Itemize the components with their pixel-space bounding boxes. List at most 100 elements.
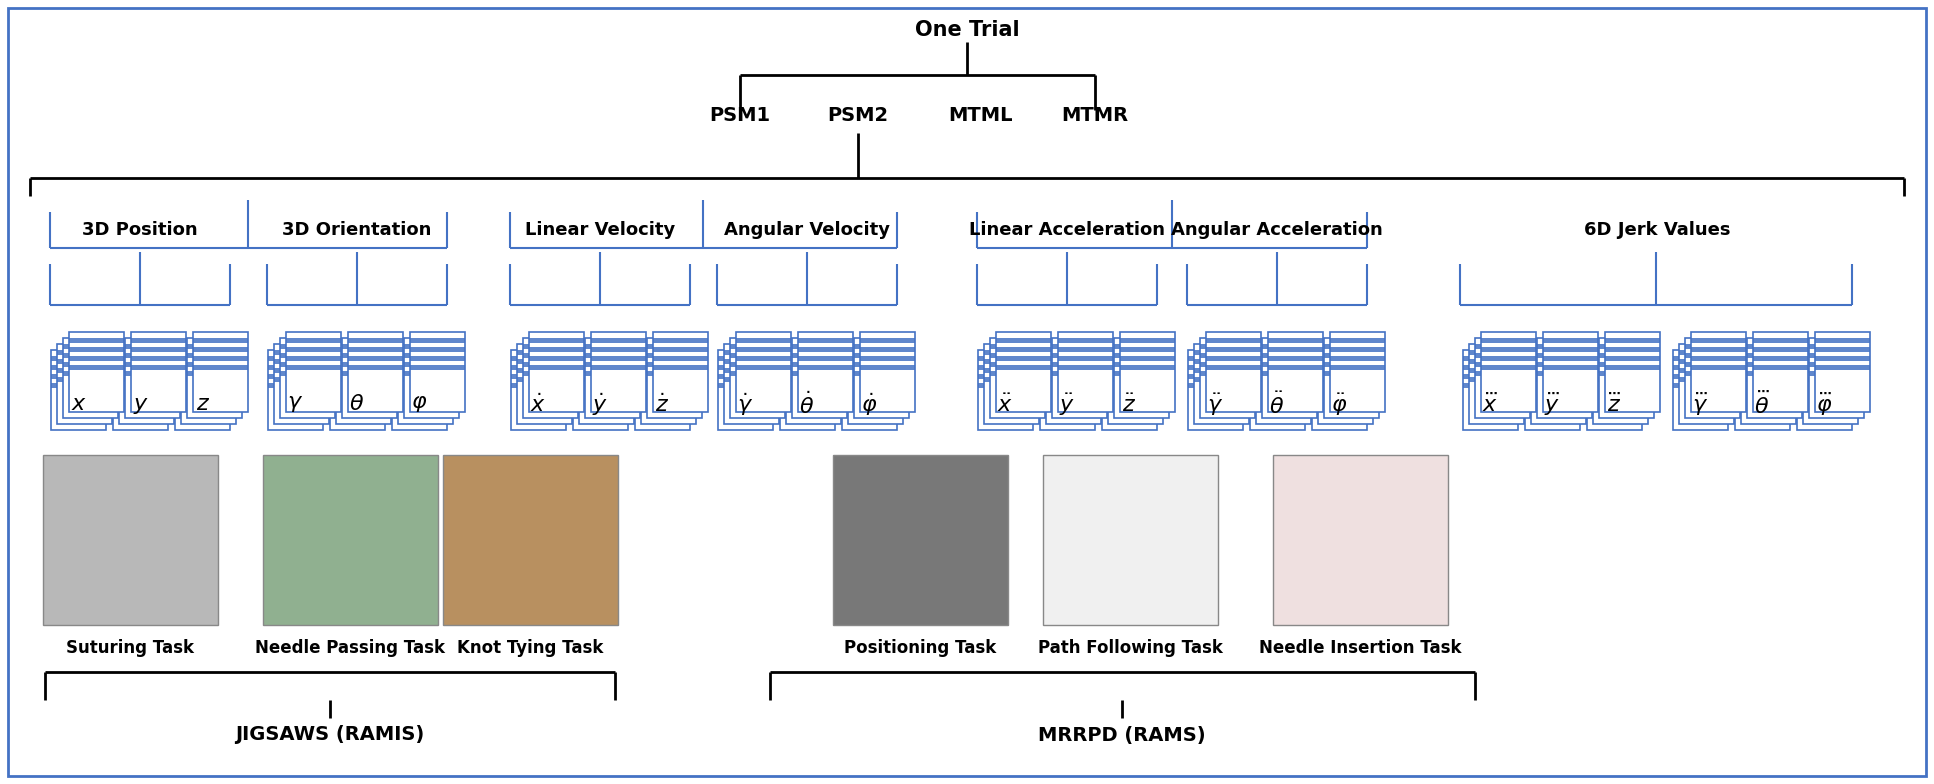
Bar bbox=[174, 350, 230, 430]
Bar bbox=[180, 368, 236, 373]
Bar bbox=[646, 353, 702, 358]
Bar bbox=[834, 455, 1008, 625]
Bar bbox=[342, 362, 396, 367]
Text: PSM2: PSM2 bbox=[828, 106, 888, 125]
Bar bbox=[984, 359, 1039, 364]
Bar bbox=[1808, 371, 1864, 376]
Bar bbox=[1524, 374, 1580, 379]
Text: 6D Jerk Values: 6D Jerk Values bbox=[1584, 221, 1731, 239]
Bar bbox=[404, 338, 458, 418]
Text: $\dot{y}$: $\dot{y}$ bbox=[592, 391, 607, 418]
Bar bbox=[124, 353, 180, 358]
Bar bbox=[443, 455, 619, 625]
Bar bbox=[280, 362, 335, 367]
Bar bbox=[335, 350, 391, 355]
Bar bbox=[1690, 365, 1746, 370]
Bar bbox=[391, 356, 447, 361]
Bar bbox=[1261, 353, 1317, 358]
Bar bbox=[578, 350, 634, 355]
Bar bbox=[735, 365, 791, 370]
Bar bbox=[1814, 338, 1870, 343]
Bar bbox=[1599, 362, 1654, 367]
Bar bbox=[286, 332, 340, 412]
Bar bbox=[1735, 374, 1789, 379]
Bar bbox=[723, 377, 779, 382]
Bar bbox=[735, 347, 791, 352]
Bar bbox=[329, 365, 385, 370]
Bar bbox=[1046, 344, 1100, 424]
Bar bbox=[1802, 344, 1857, 424]
Bar bbox=[1329, 356, 1385, 361]
Text: $\dot{\theta}$: $\dot{\theta}$ bbox=[799, 391, 814, 418]
Bar bbox=[640, 359, 696, 364]
Bar bbox=[1120, 365, 1174, 370]
Bar bbox=[1605, 356, 1659, 361]
Bar bbox=[50, 356, 106, 361]
Bar bbox=[735, 356, 791, 361]
Bar bbox=[410, 365, 464, 370]
Bar bbox=[718, 356, 772, 361]
Bar bbox=[56, 344, 112, 424]
Text: Needle Insertion Task: Needle Insertion Task bbox=[1259, 639, 1462, 657]
Bar bbox=[652, 347, 708, 352]
Text: $\dddot{y}$: $\dddot{y}$ bbox=[1543, 390, 1561, 418]
Bar bbox=[1536, 362, 1592, 367]
Bar bbox=[1685, 338, 1739, 418]
Bar bbox=[1474, 362, 1530, 367]
Bar bbox=[1311, 374, 1367, 379]
Bar bbox=[1329, 347, 1385, 352]
Bar bbox=[50, 350, 106, 430]
Bar bbox=[273, 350, 329, 355]
Bar bbox=[1205, 365, 1261, 370]
Bar bbox=[1187, 374, 1242, 379]
Bar bbox=[1267, 338, 1323, 343]
Bar bbox=[280, 353, 335, 358]
Bar bbox=[1814, 347, 1870, 352]
Bar bbox=[1267, 365, 1323, 370]
Bar bbox=[1690, 332, 1746, 412]
Bar bbox=[1685, 362, 1739, 367]
Bar bbox=[996, 332, 1050, 412]
Bar bbox=[640, 344, 696, 424]
Bar bbox=[1267, 356, 1323, 361]
Text: $\dddot{x}$: $\dddot{x}$ bbox=[1481, 393, 1499, 416]
Bar bbox=[1481, 332, 1536, 412]
Bar bbox=[847, 359, 903, 364]
Bar bbox=[342, 353, 396, 358]
Bar bbox=[634, 383, 690, 388]
Bar bbox=[735, 332, 791, 412]
Bar bbox=[1474, 353, 1530, 358]
Bar bbox=[348, 338, 402, 343]
Bar bbox=[62, 344, 118, 349]
Bar bbox=[859, 338, 915, 343]
Bar bbox=[1536, 353, 1592, 358]
Bar bbox=[996, 356, 1050, 361]
Bar bbox=[1679, 368, 1733, 373]
Bar bbox=[1592, 359, 1648, 364]
Bar bbox=[977, 365, 1033, 370]
Bar bbox=[1690, 338, 1746, 343]
Bar bbox=[1586, 374, 1642, 379]
Bar bbox=[286, 356, 340, 361]
Bar bbox=[348, 347, 402, 352]
Bar bbox=[1317, 377, 1373, 382]
Bar bbox=[1592, 350, 1648, 355]
Bar bbox=[1586, 350, 1642, 430]
Bar bbox=[847, 350, 903, 355]
Bar bbox=[1543, 332, 1597, 412]
Bar bbox=[841, 383, 897, 388]
Bar bbox=[286, 365, 340, 370]
Bar bbox=[1323, 353, 1379, 358]
Bar bbox=[1058, 347, 1112, 352]
Bar bbox=[791, 353, 847, 358]
Text: Linear Velocity: Linear Velocity bbox=[524, 221, 675, 239]
Bar bbox=[996, 365, 1050, 370]
Bar bbox=[1108, 344, 1162, 424]
Bar bbox=[990, 353, 1044, 358]
Bar bbox=[1052, 371, 1106, 376]
Text: $\ddot{\varphi}$: $\ddot{\varphi}$ bbox=[1331, 391, 1348, 418]
Bar bbox=[43, 455, 219, 625]
Bar bbox=[996, 347, 1050, 352]
Bar bbox=[785, 377, 841, 382]
Bar bbox=[174, 383, 230, 388]
